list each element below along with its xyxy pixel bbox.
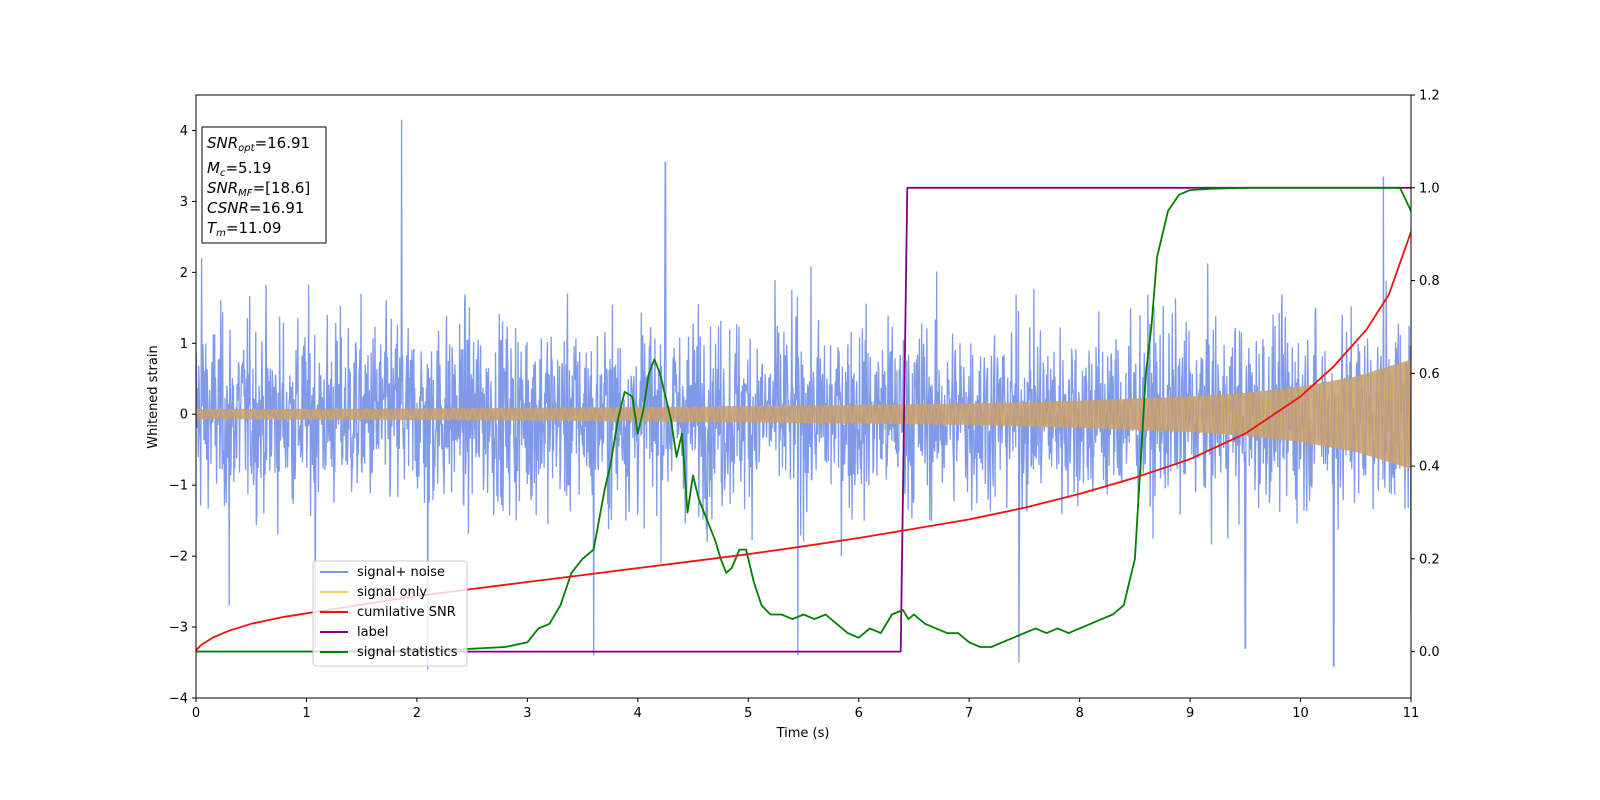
x-tick-label: 10: [1292, 706, 1309, 721]
plot-frame: [195, 94, 1412, 699]
x-tick-label: 9: [1186, 706, 1194, 721]
y2-tick-label: 0.8: [1419, 274, 1440, 289]
y2-tick-label: 1.2: [1419, 89, 1440, 104]
x-axis: 0 1 2 3 4 5 6 7 8 9 10 11: [192, 698, 1419, 721]
y-tick-label: −1: [169, 479, 188, 494]
x-tick-label: 1: [302, 706, 310, 721]
annotation-snr-mf: SNRMF=[18.6]: [207, 179, 310, 199]
y-tick-label: 0: [180, 408, 188, 423]
x-tick-label: 11: [1403, 706, 1420, 721]
x-tick-label: 7: [965, 706, 973, 721]
legend-label-cumilative-snr: cumilative SNR: [357, 605, 456, 620]
annotation-mc: Mc=5.19: [207, 159, 271, 179]
y2-tick-label: 0.2: [1419, 552, 1440, 567]
y-tick-label: 3: [180, 195, 188, 210]
y2-tick-label: 0.6: [1419, 367, 1440, 382]
y2-tick-label: 1.0: [1419, 181, 1440, 196]
series-signal-only-wave: [196, 359, 1411, 468]
legend-label-signal-only: signal only: [357, 585, 427, 600]
x-tick-label: 6: [855, 706, 863, 721]
y-tick-label: −4: [169, 692, 188, 707]
y-axis-right: 0.0 0.2 0.4 0.6 0.8 1.0 1.2: [1411, 89, 1440, 660]
annotation-csnr: CSNR=16.91: [207, 199, 304, 217]
legend-label-label: label: [357, 625, 388, 640]
y-tick-label: 2: [180, 266, 188, 281]
x-tick-label: 5: [744, 706, 752, 721]
x-tick-label: 2: [413, 706, 421, 721]
x-tick-label: 8: [1075, 706, 1083, 721]
signal-only-series: [196, 359, 1411, 469]
x-axis-label: Time (s): [776, 726, 830, 741]
annotation-box: SNRopt=16.91 Mc=5.19 SNRMF=[18.6] CSNR=1…: [201, 126, 327, 244]
y-tick-label: −3: [169, 621, 188, 636]
series-cumilative-snr: [196, 231, 1411, 651]
annotation-snr-opt: SNRopt=16.91: [207, 134, 310, 154]
x-tick-label: 3: [523, 706, 531, 721]
legend-label-signal-noise: signal+ noise: [357, 565, 445, 580]
annotation-tm: Tm=11.09: [207, 219, 281, 239]
series-signal-only: [196, 359, 1411, 469]
y-axis-label: Whitened strain: [146, 345, 161, 448]
y2-tick-label: 0.4: [1419, 460, 1440, 475]
legend-label-signal-statistics: signal statistics: [357, 645, 458, 660]
y-tick-label: −2: [169, 550, 188, 565]
series-label: [196, 186, 1411, 653]
x-tick-label: 0: [192, 706, 200, 721]
series-signal-statistics: [196, 186, 1411, 653]
x-tick-label: 4: [634, 706, 642, 721]
plot-area: [196, 119, 1411, 670]
y-tick-label: 1: [180, 337, 188, 352]
y2-tick-label: 0.0: [1419, 645, 1440, 660]
y-tick-label: 4: [180, 124, 188, 139]
legend: signal+ noise signal only cumilative SNR…: [312, 560, 468, 667]
y-axis-left: −4 −3 −2 −1 0 1 2 3 4: [169, 124, 196, 707]
